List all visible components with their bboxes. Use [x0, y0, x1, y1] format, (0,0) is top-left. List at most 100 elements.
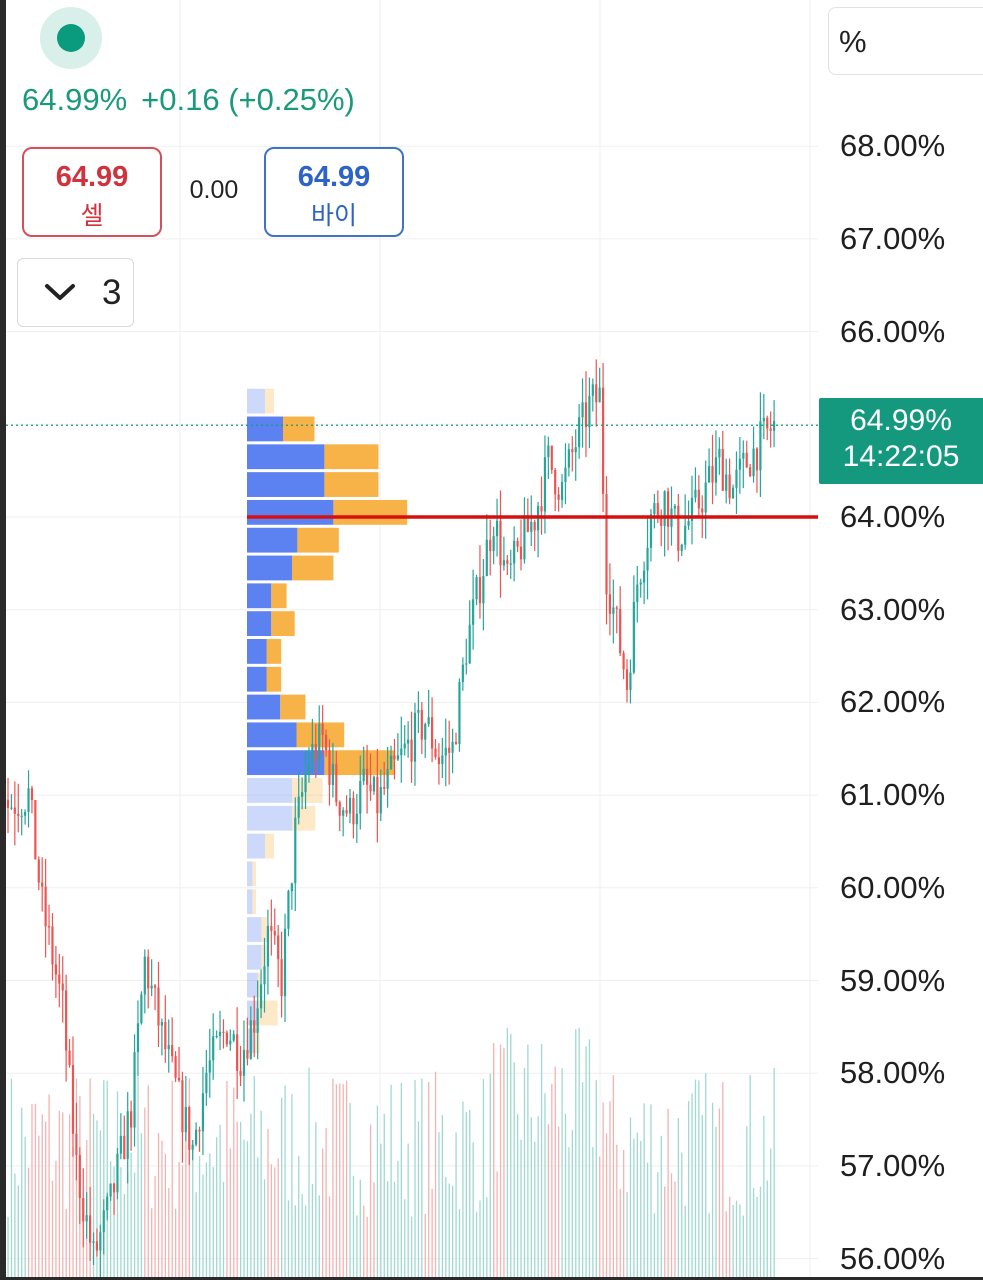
profile-bar-sell — [252, 889, 256, 915]
candle-body — [601, 387, 605, 494]
current-price-tag-price: 64.99% — [850, 404, 952, 437]
volume-bar — [239, 1121, 242, 1277]
y-tick-label: 57.00% — [840, 1147, 946, 1183]
candle-body — [65, 990, 68, 1051]
candle-body — [420, 709, 423, 740]
candle-body — [598, 387, 601, 403]
volume-bar — [274, 1167, 276, 1277]
volume-bar — [540, 1043, 543, 1277]
scale-unit-button[interactable]: % — [828, 7, 983, 75]
candle-body — [242, 1049, 246, 1076]
volume-bar — [373, 1182, 375, 1277]
candle-body — [54, 964, 57, 975]
volume-bar — [205, 1162, 208, 1277]
volume-bar — [691, 1093, 693, 1277]
volume-bar — [7, 1216, 9, 1277]
candle-body — [130, 1111, 133, 1128]
candle-body — [58, 974, 61, 984]
candle-body — [615, 607, 618, 609]
volume-bar — [623, 1149, 625, 1277]
volume-bar — [414, 1080, 416, 1277]
volume-bar — [571, 1130, 573, 1277]
profile-bar-sell — [261, 917, 267, 942]
candle-body — [324, 734, 328, 751]
candle-body — [554, 469, 557, 495]
candle-body — [766, 417, 769, 429]
buy-button[interactable]: 64.99 바이 — [264, 147, 404, 237]
volume-bar — [558, 1126, 560, 1277]
candle-body — [400, 748, 403, 756]
volume-bar — [393, 1181, 396, 1277]
volume-bar — [465, 1111, 467, 1277]
volume-bar — [718, 1108, 721, 1277]
profile-bar-sell — [324, 444, 379, 470]
profile-bar-buy — [247, 805, 292, 831]
profile-bar-buy — [247, 833, 265, 859]
candle-body — [51, 926, 54, 965]
profile-bar-sell — [252, 861, 256, 887]
candle-body — [338, 802, 341, 816]
candle-body — [530, 522, 533, 532]
candle-body — [335, 763, 338, 803]
volume-bar — [503, 1047, 505, 1277]
volume-bar — [318, 1195, 320, 1277]
profile-bar-buy — [247, 472, 325, 497]
profile-bar-sell — [271, 611, 295, 637]
candle-body — [437, 757, 441, 765]
candle-body — [588, 395, 591, 428]
volume-bar — [489, 1073, 491, 1277]
volume-bar — [694, 1079, 697, 1277]
candle-body — [649, 514, 653, 548]
volume-bar — [551, 1083, 553, 1277]
candle-body — [772, 420, 776, 431]
candle-body — [348, 797, 352, 814]
profile-bar-sell — [292, 778, 323, 803]
candle-body — [140, 994, 143, 1024]
volume-bar — [291, 1094, 293, 1277]
candle-body — [461, 664, 464, 682]
volume-bar — [106, 1080, 108, 1277]
volume-bar — [96, 1120, 98, 1277]
volume-bar — [185, 1117, 187, 1277]
volume-bar — [62, 1112, 64, 1277]
candle-body — [314, 743, 317, 761]
candle-body — [755, 448, 759, 471]
volume-bar — [147, 1085, 149, 1277]
candle-body — [177, 1077, 181, 1081]
volume-bar — [657, 1172, 659, 1277]
candle-body — [287, 891, 290, 929]
candle-body — [701, 508, 704, 513]
candle-body — [448, 747, 451, 753]
candle-body — [728, 474, 731, 499]
profile-bar-sell — [266, 639, 282, 664]
volume-bar — [277, 1158, 279, 1277]
indicators-toggle-button[interactable]: 3 — [17, 258, 134, 327]
sell-button[interactable]: 64.99 셀 — [22, 147, 162, 237]
candle-body — [167, 1045, 170, 1050]
volume-bar — [681, 1152, 683, 1277]
volume-bar — [154, 1175, 156, 1277]
volume-bar — [113, 1166, 115, 1277]
candle-body — [34, 800, 37, 860]
volume-bar — [192, 1139, 194, 1277]
sell-price: 64.99 — [55, 161, 129, 193]
candlesticks — [6, 359, 776, 1280]
volume-bar — [653, 1213, 656, 1277]
volume-bar — [168, 1188, 170, 1277]
volume-bar — [705, 1073, 707, 1277]
candle-body — [523, 514, 526, 560]
candle-body — [625, 669, 629, 690]
volume-bar — [263, 1179, 266, 1277]
candle-body — [513, 540, 516, 564]
volume-bar — [51, 1180, 54, 1277]
volume-bar — [544, 1093, 546, 1277]
candle-body — [519, 546, 523, 560]
candle-body — [393, 755, 396, 760]
candle-body — [718, 448, 721, 458]
candle-body — [666, 491, 670, 527]
candle-body — [465, 663, 468, 665]
volume-bar — [161, 1140, 163, 1277]
candle-body — [379, 787, 382, 814]
candle-body — [307, 763, 311, 775]
